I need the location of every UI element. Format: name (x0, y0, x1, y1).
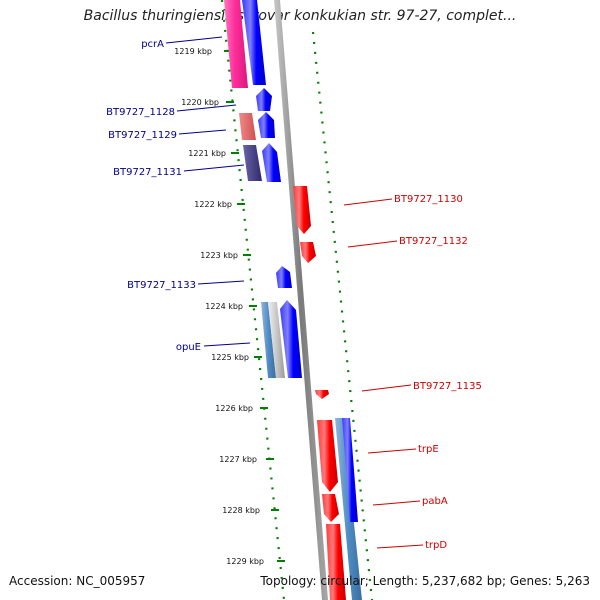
tick-label: 1221 kbp (188, 149, 226, 158)
label-leader (176, 104, 237, 112)
tick-label: 1229 kbp (226, 557, 264, 566)
label-leader (165, 36, 223, 44)
inner-tick-line (220, 0, 286, 600)
tick-label: 1224 kbp (205, 302, 243, 311)
feature-BT9727_1132-gene[interactable] (300, 242, 316, 263)
label-leader (197, 280, 245, 285)
feature-BT9727_1129-gene[interactable] (258, 112, 275, 138)
label-leader (343, 198, 393, 206)
feature-opuE-gene[interactable] (280, 300, 302, 378)
label-opuE[interactable]: opuE (176, 342, 201, 353)
feature-opuE-color-block-steel (261, 302, 276, 378)
tick-label: 1220 kbp (181, 98, 219, 107)
outer-tick-line (311, 31, 374, 600)
tick-label: 1223 kbp (200, 251, 238, 260)
feature-trpD-gene[interactable] (326, 524, 346, 600)
tick-label: 1228 kbp (222, 506, 260, 515)
feature-pcrA-gene[interactable] (242, 0, 266, 85)
tick-label: 1225 kbp (211, 353, 249, 362)
label-BT9727_1132[interactable]: BT9727_1132 (399, 236, 468, 247)
label-leader (183, 164, 245, 172)
tick-label: 1227 kbp (219, 455, 257, 464)
feature-BT9727_1129-color-block (239, 113, 256, 140)
backbone-strand (274, 0, 328, 600)
label-pcrA[interactable]: pcrA (141, 39, 164, 50)
label-leader (347, 240, 398, 248)
feature-BT9727_1131-gene[interactable] (262, 143, 281, 182)
feature-trp-color-block-blue (342, 418, 358, 522)
label-BT9727_1129[interactable]: BT9727_1129 (108, 130, 177, 141)
label-leader (367, 448, 417, 454)
label-BT9727_1133[interactable]: BT9727_1133 (127, 280, 196, 291)
tick-label: 1219 kbp (174, 47, 212, 56)
label-trpD[interactable]: trpD (425, 540, 447, 551)
genome-summary: Topology: circular; Length: 5,237,682 bp… (260, 574, 590, 588)
label-leader (361, 384, 412, 392)
feature-trp-color-block-steel (335, 418, 362, 600)
label-BT9727_1135[interactable]: BT9727_1135 (413, 381, 482, 392)
label-BT9727_1131[interactable]: BT9727_1131 (113, 167, 182, 178)
tick-label: 1222 kbp (194, 200, 232, 209)
feature-BT9727_1135-gene[interactable] (315, 390, 329, 399)
label-trpE[interactable]: trpE (418, 444, 439, 455)
label-leader (372, 500, 421, 506)
label-pabA[interactable]: pabA (422, 496, 448, 507)
feature-BT9727_1131-color-block (243, 145, 262, 181)
feature-BT9727_1128-gene[interactable] (256, 88, 272, 111)
label-leader (376, 544, 424, 549)
label-leader (178, 129, 227, 135)
label-BT9727_1128[interactable]: BT9727_1128 (106, 107, 175, 118)
feature-trpE-gene[interactable] (317, 420, 338, 492)
feature-pabA-gene[interactable] (322, 494, 339, 522)
feature-pcrA-color-block (224, 0, 248, 88)
map-title: Bacillus thuringiensis serovar konkukian… (83, 8, 517, 24)
feature-opuE-color-block-gray (268, 302, 285, 378)
feature-BT9727_1130-gene[interactable] (293, 186, 311, 234)
tick-label: 1226 kbp (215, 404, 253, 413)
label-BT9727_1130[interactable]: BT9727_1130 (394, 194, 463, 205)
label-leader (203, 342, 251, 347)
accession-label: Accession: NC_005957 (9, 574, 146, 588)
feature-BT9727_1133-gene[interactable] (276, 266, 292, 288)
